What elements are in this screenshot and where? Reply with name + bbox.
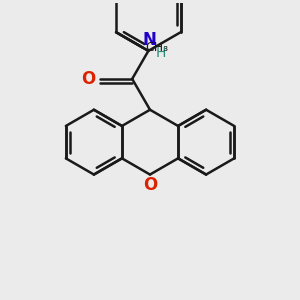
Text: O: O	[143, 176, 157, 194]
Text: N: N	[142, 31, 156, 49]
Text: CH₃: CH₃	[146, 41, 169, 54]
Text: O: O	[82, 70, 96, 88]
Text: H: H	[156, 46, 166, 60]
